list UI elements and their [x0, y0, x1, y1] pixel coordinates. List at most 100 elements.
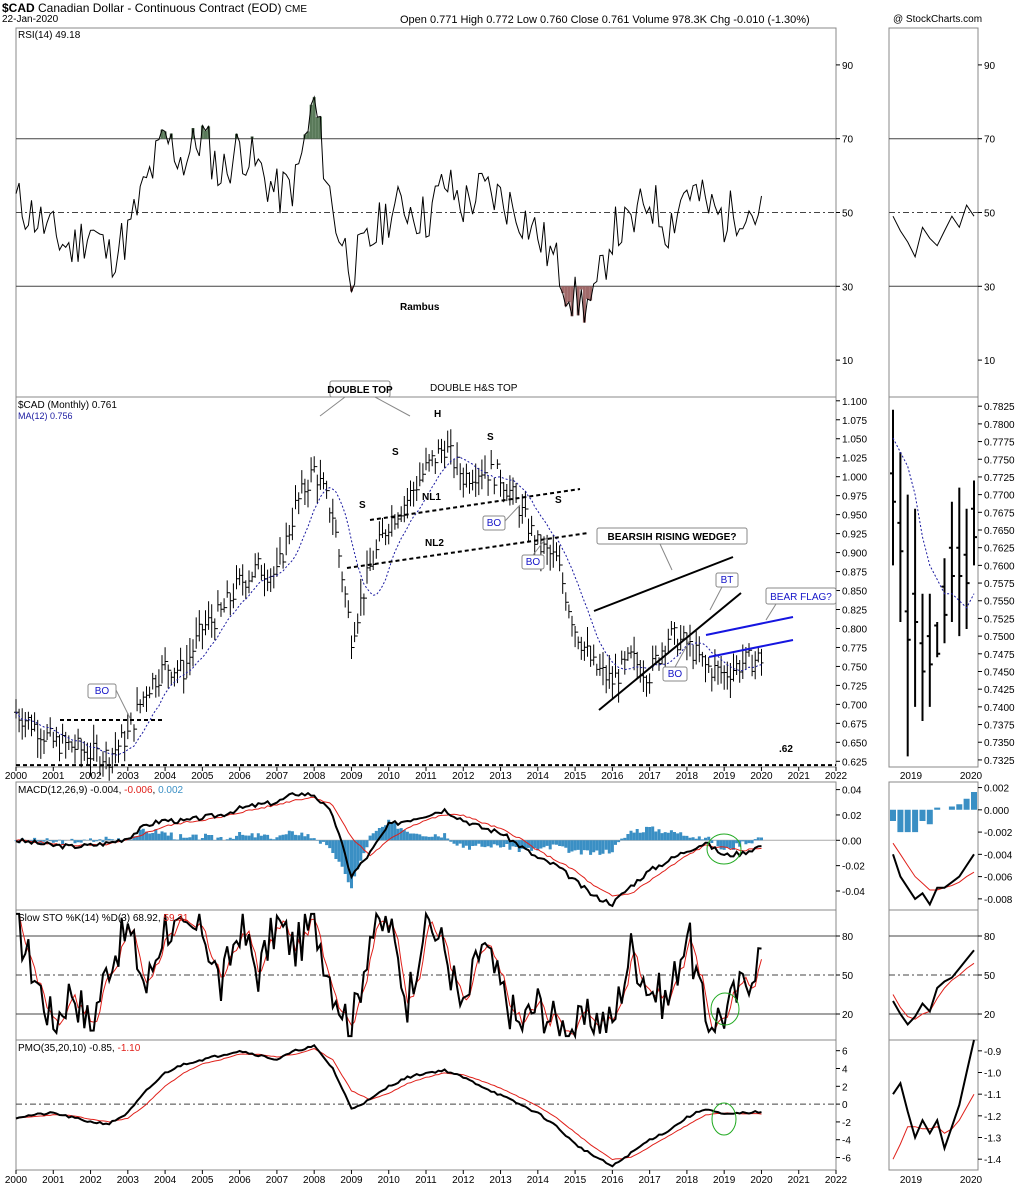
macd-label-signal: -0.006 [124, 785, 153, 796]
rsi-zoom-tick-label: 70 [984, 135, 996, 146]
pmo-x-label: 2010 [378, 1175, 401, 1186]
pmo-zoom-tick-label: -1.0 [984, 1069, 1002, 1080]
copyright: @ StockCharts.com [893, 14, 983, 25]
pmo-x-label: 2018 [676, 1175, 699, 1186]
macd-tick-label: 0.02 [842, 811, 862, 822]
price-tick-label: 0.875 [842, 568, 867, 579]
price-x-label: 2004 [154, 771, 177, 782]
price-tick-label: 1.050 [842, 435, 867, 446]
pmo-tick-label: 4 [842, 1064, 848, 1075]
rsi-oversold-fill [350, 286, 593, 323]
wedge-upper [593, 556, 734, 612]
annotations: DOUBLE TOP DOUBLE H&S TOP H S S S S NL1 NL2 BO BO B… [60, 302, 837, 755]
bear-flag-pointer [765, 603, 777, 621]
bo-callout-2-text: BO [526, 557, 541, 568]
price-tick-label: 1.025 [842, 454, 867, 465]
sto-d-line [16, 913, 762, 1035]
nl1-label: NL1 [422, 492, 441, 503]
double-top-pointer [319, 396, 411, 417]
pmo-x-label: 2014 [527, 1175, 550, 1186]
macd-histogram [14, 819, 763, 889]
price-x-label: 2008 [303, 771, 326, 782]
rsi-overbought-fill [160, 97, 322, 139]
price-tick-label: 0.975 [842, 492, 867, 503]
macd-zoom-tick-label: -0.002 [984, 828, 1013, 839]
price-tick-label: 0.900 [842, 549, 867, 560]
price-zoom-tick-label: 0.7500 [984, 632, 1015, 643]
flag-upper [705, 616, 794, 636]
rsi-label: RSI(14) 49.18 [18, 30, 81, 41]
price-x-label: 2000 [5, 771, 28, 782]
wedge-callout: BEARSIH RISING WEDGE? [596, 527, 748, 545]
macd-tick-label: 0.00 [842, 836, 862, 847]
chart-date: 22-Jan-2020 [2, 14, 59, 25]
price-x-label: 2016 [601, 771, 624, 782]
double-top-callout-text: DOUBLE TOP [327, 385, 393, 396]
macd-zoom-tick-label: -0.004 [984, 850, 1013, 861]
bo-pointer-3 [115, 689, 131, 719]
price-bars [14, 429, 764, 781]
price-zoom-tick-label: 0.7450 [984, 667, 1015, 678]
pmo-x-label: 2007 [266, 1175, 289, 1186]
pmo-label: PMO(35,20,10) -0.85, -1.10 [18, 1043, 141, 1054]
pmo-x-label: 2005 [191, 1175, 214, 1186]
pmo-tick-label: -6 [842, 1154, 851, 1165]
pmo-zoom-tick-label: -1.1 [984, 1090, 1002, 1101]
price-x-label: 2007 [266, 771, 289, 782]
x-axis: 2000200020012001200220022003200320042004… [5, 771, 983, 1186]
price-x-label: 2001 [42, 771, 65, 782]
sto-crossover-circle [710, 992, 740, 1026]
price-x-label: 2012 [452, 771, 475, 782]
wedge-callout-box [596, 527, 748, 545]
pmo-zoom-tick-label: -0.9 [984, 1047, 1002, 1058]
price-zoom-tick-label: 0.7550 [984, 597, 1015, 608]
sto-k-line [16, 910, 762, 1040]
pmo-zoom-frame [888, 1039, 979, 1171]
price-x-label: 2021 [788, 771, 811, 782]
price-zoom-tick-label: 0.7400 [984, 703, 1015, 714]
pmo-panel: -6 -4 -2 0 2 4 6 -1.4 -1.3 -1.2 -1.1 -1.0 -0.9 [15, 1044, 1002, 1174]
macd-tick-label: -0.04 [842, 887, 865, 898]
symbol: $CAD [2, 1, 35, 15]
macd-label: MACD(12,26,9) -0.004, -0.006, 0.002 [18, 785, 184, 796]
zoom-panels [890, 409, 977, 1160]
shoulder-label-1: S [359, 500, 366, 511]
macd-label-sep: , [153, 785, 159, 796]
price-tick-label: 0.850 [842, 587, 867, 598]
bo-callout-1-text: BO [487, 518, 502, 529]
price-x-label: 2015 [564, 771, 587, 782]
bo-callout-1-box [482, 515, 506, 531]
price-zoom-tick-label: 0.7575 [984, 579, 1015, 590]
pmo-x-label: 2019 [713, 1175, 736, 1186]
pmo-x-label: 2013 [489, 1175, 512, 1186]
zoom-price-x-label: 2019 [900, 771, 923, 782]
pmo-x-label: 2021 [788, 1175, 811, 1186]
shoulder-label-0: S [392, 447, 399, 458]
pmo-x-label: 2009 [340, 1175, 363, 1186]
bear-flag-callout: BEAR FLAG? [765, 587, 837, 605]
rambus-signature: Rambus [400, 302, 440, 313]
zoom-price-x-label: 2020 [960, 771, 983, 782]
bo-callout-3-text: BO [95, 686, 110, 697]
price-x-label: 2019 [713, 771, 736, 782]
price-x-label: 2013 [489, 771, 512, 782]
price-zoom-tick-label: 0.7350 [984, 738, 1015, 749]
ma-line [15, 456, 762, 756]
bo-pointer-1 [504, 504, 521, 522]
price-zoom-tick-label: 0.7525 [984, 614, 1015, 625]
quote-line: Open 0.771 High 0.772 Low 0.760 Close 0.… [400, 14, 810, 26]
pmo-zoom-tick-label: -1.2 [984, 1112, 1002, 1123]
macd-zoom-tick-label: 0.000 [984, 806, 1009, 817]
exchange: CME [284, 4, 308, 15]
double-hs-label: DOUBLE H&S TOP [430, 383, 518, 394]
price-tick-label: 1.075 [842, 416, 867, 427]
price-tick-label: 0.950 [842, 511, 867, 522]
pmo-x-label: 2001 [42, 1175, 65, 1186]
wedge-lower [598, 592, 742, 711]
pmo-tick-label: -4 [842, 1136, 851, 1147]
pmo-x-label: 2012 [452, 1175, 475, 1186]
rsi-tick-label: 30 [842, 282, 854, 293]
macd-tick-label: -0.02 [842, 862, 865, 873]
price-x-label: 2009 [340, 771, 363, 782]
bo-callout-4-text: BO [668, 669, 683, 680]
